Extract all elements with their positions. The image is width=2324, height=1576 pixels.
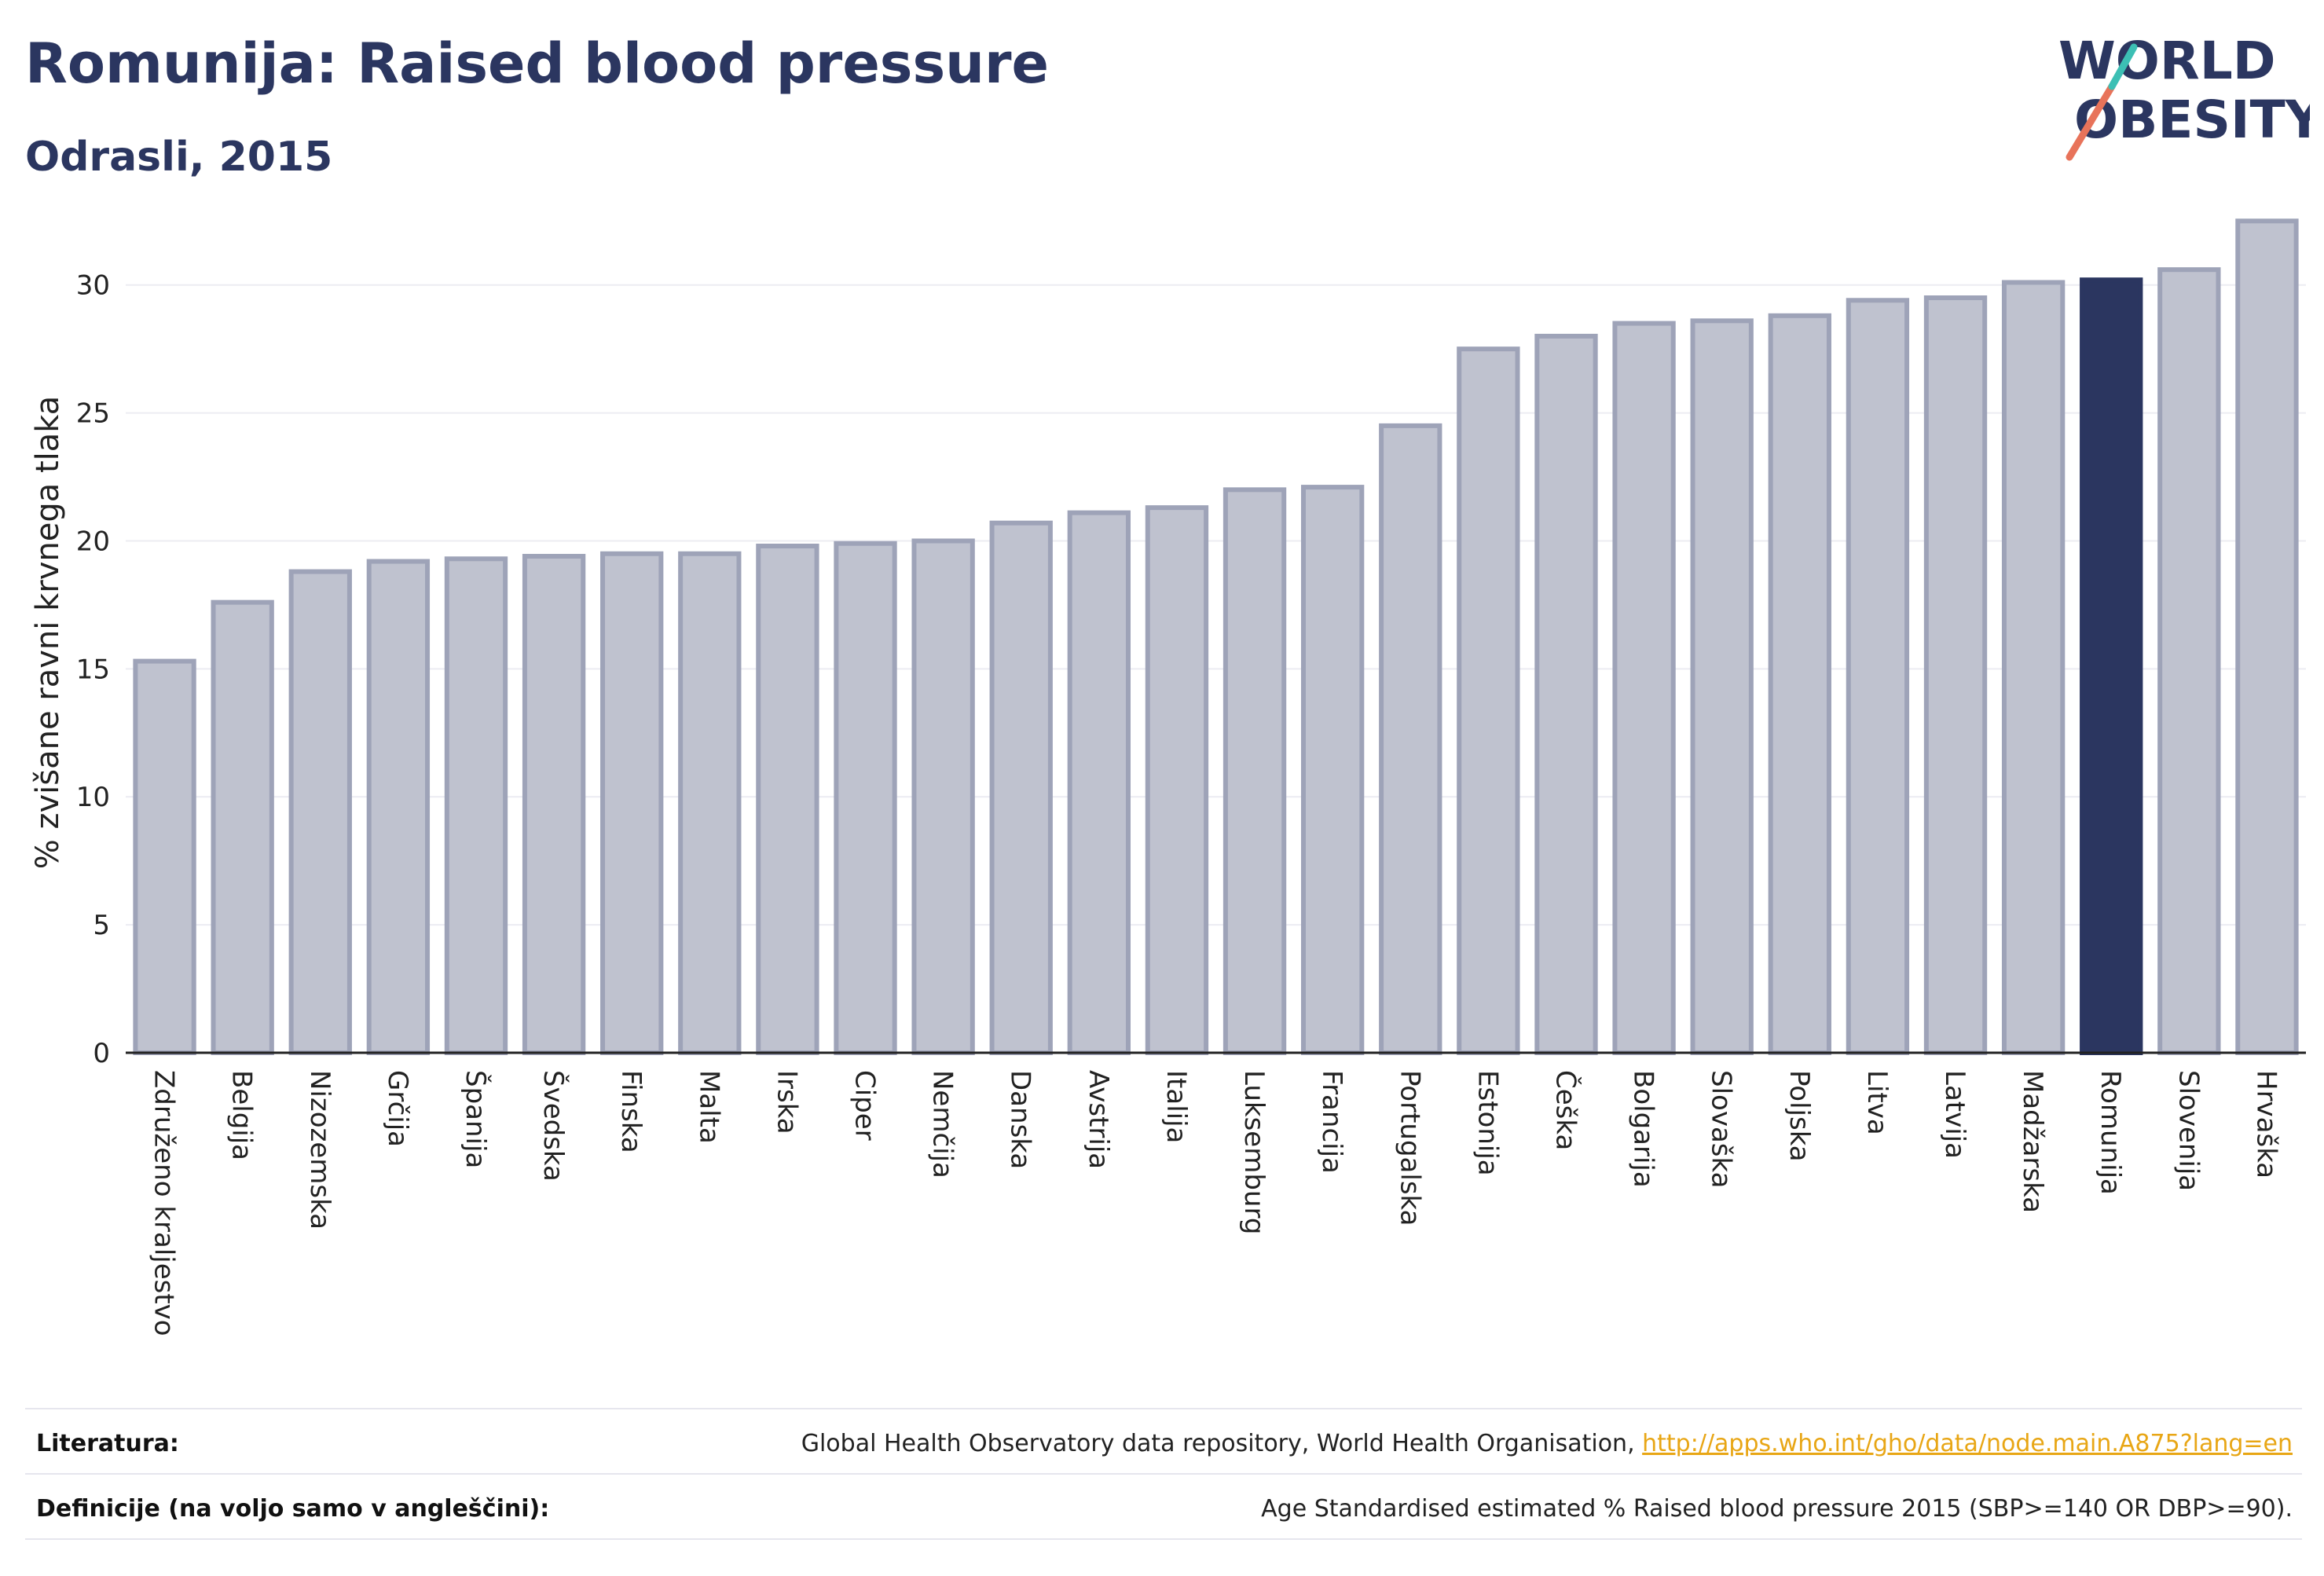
definitions-text: Age Standardised estimated % Raised bloo… bbox=[1261, 1495, 2293, 1523]
bar-chart: 0 5 10 15 20 25 30 Združeno kraljestvo Belgija N… bbox=[30, 218, 2306, 1336]
bar bbox=[1300, 485, 1365, 1055]
bar bbox=[1690, 318, 1754, 1056]
world-obesity-logo: WORLD OBESITY bbox=[2058, 31, 2310, 161]
x-category-label: Nizozemska bbox=[304, 1070, 335, 1230]
x-category-label: Slovenija bbox=[2172, 1070, 2204, 1191]
bar bbox=[2235, 218, 2299, 1056]
x-category-label: Romunija bbox=[2095, 1070, 2126, 1195]
y-tick-label: 0 bbox=[93, 1038, 110, 1069]
bar-highlighted bbox=[2080, 277, 2143, 1056]
bar bbox=[1145, 505, 1209, 1055]
bar bbox=[133, 658, 196, 1055]
x-category-label: Češka bbox=[1549, 1070, 1582, 1150]
bar bbox=[1846, 298, 1910, 1056]
logo-slash-teal bbox=[2108, 43, 2138, 90]
x-category-label: Francija bbox=[1316, 1070, 1347, 1174]
x-category-label: Irska bbox=[771, 1070, 802, 1134]
x-category-label: Poljska bbox=[1783, 1070, 1815, 1162]
bar bbox=[678, 551, 742, 1055]
bar bbox=[756, 544, 819, 1055]
y-tick-label: 10 bbox=[76, 782, 110, 813]
bar bbox=[1612, 321, 1676, 1056]
x-category-label: Portugalska bbox=[1394, 1070, 1425, 1226]
references-text: Global Health Observatory data repositor… bbox=[801, 1430, 1643, 1457]
x-category-label: Hrvaška bbox=[2250, 1070, 2282, 1178]
x-category-label: Danska bbox=[1005, 1070, 1036, 1169]
logo-line2: OBESITY bbox=[2074, 90, 2310, 150]
x-category-label: Italija bbox=[1160, 1070, 1192, 1143]
bar bbox=[2157, 267, 2221, 1055]
bar bbox=[366, 559, 431, 1055]
bar bbox=[1067, 510, 1131, 1055]
y-tick-label: 5 bbox=[93, 910, 110, 941]
x-category-label: Bolgarija bbox=[1628, 1070, 1659, 1188]
x-category-label: Finska bbox=[615, 1070, 647, 1153]
x-category-label: Grčija bbox=[382, 1070, 413, 1147]
bar bbox=[1923, 295, 1988, 1055]
bar bbox=[211, 599, 274, 1055]
x-category-label: Nemčija bbox=[927, 1070, 959, 1178]
page-subtitle: Odrasli, 2015 bbox=[25, 134, 333, 181]
definitions-label: Definicije (na voljo samo v angleščini): bbox=[36, 1495, 550, 1523]
bar bbox=[1222, 487, 1287, 1055]
y-tick-label: 15 bbox=[76, 654, 110, 685]
x-category-label: Latvija bbox=[1939, 1070, 1970, 1159]
x-category-label: Belgija bbox=[226, 1070, 258, 1160]
references-text-wrap: Global Health Observatory data repositor… bbox=[801, 1430, 2293, 1457]
y-axis-label: % zvišane ravni krvnega tlaka bbox=[30, 396, 66, 869]
bar bbox=[1457, 346, 1520, 1055]
logo-line1: WORLD bbox=[2058, 31, 2276, 91]
footer-divider-bottom bbox=[25, 1538, 2302, 1540]
x-category-label: Slovaška bbox=[1706, 1070, 1737, 1188]
x-category-label: Malta bbox=[693, 1070, 724, 1144]
bar bbox=[1534, 333, 1598, 1055]
footer-divider-top bbox=[25, 1408, 2302, 1409]
x-category-label: Luksemburg bbox=[1238, 1070, 1270, 1234]
x-category-label: Španija bbox=[460, 1070, 492, 1168]
page-title: Romunija: Raised blood pressure bbox=[25, 31, 1049, 96]
bar bbox=[288, 569, 352, 1055]
references-link[interactable]: http://apps.who.int/gho/data/node.main.A… bbox=[1642, 1430, 2293, 1457]
x-category-label: Združeno kraljestvo bbox=[148, 1070, 180, 1336]
x-category-label: Litva bbox=[1861, 1070, 1893, 1135]
bar bbox=[444, 556, 508, 1055]
bar bbox=[989, 520, 1053, 1055]
bar bbox=[1379, 423, 1442, 1055]
x-category-label: Avstrija bbox=[1083, 1070, 1114, 1169]
y-tick-label: 25 bbox=[76, 398, 110, 430]
y-tick-label: 20 bbox=[76, 526, 110, 557]
bar bbox=[911, 538, 975, 1055]
y-tick-label: 30 bbox=[76, 270, 110, 302]
x-category-label: Madžarska bbox=[2017, 1070, 2048, 1213]
x-category-label: Švedska bbox=[537, 1070, 570, 1182]
bar bbox=[2001, 280, 2066, 1055]
x-category-label: Estonija bbox=[1472, 1070, 1503, 1176]
bar bbox=[600, 551, 664, 1055]
bar bbox=[522, 554, 586, 1055]
bar bbox=[1768, 313, 1831, 1055]
bar bbox=[834, 541, 897, 1055]
x-category-label: Ciper bbox=[849, 1070, 881, 1141]
references-label: Literatura: bbox=[36, 1430, 179, 1457]
footer-divider-middle bbox=[25, 1473, 2302, 1475]
logo-slash-coral bbox=[2066, 82, 2116, 161]
